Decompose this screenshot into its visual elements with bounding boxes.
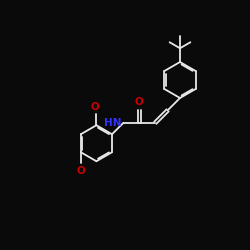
Text: O: O <box>76 166 85 176</box>
Text: O: O <box>135 97 143 107</box>
Text: O: O <box>90 102 99 112</box>
Text: HN: HN <box>104 118 122 128</box>
